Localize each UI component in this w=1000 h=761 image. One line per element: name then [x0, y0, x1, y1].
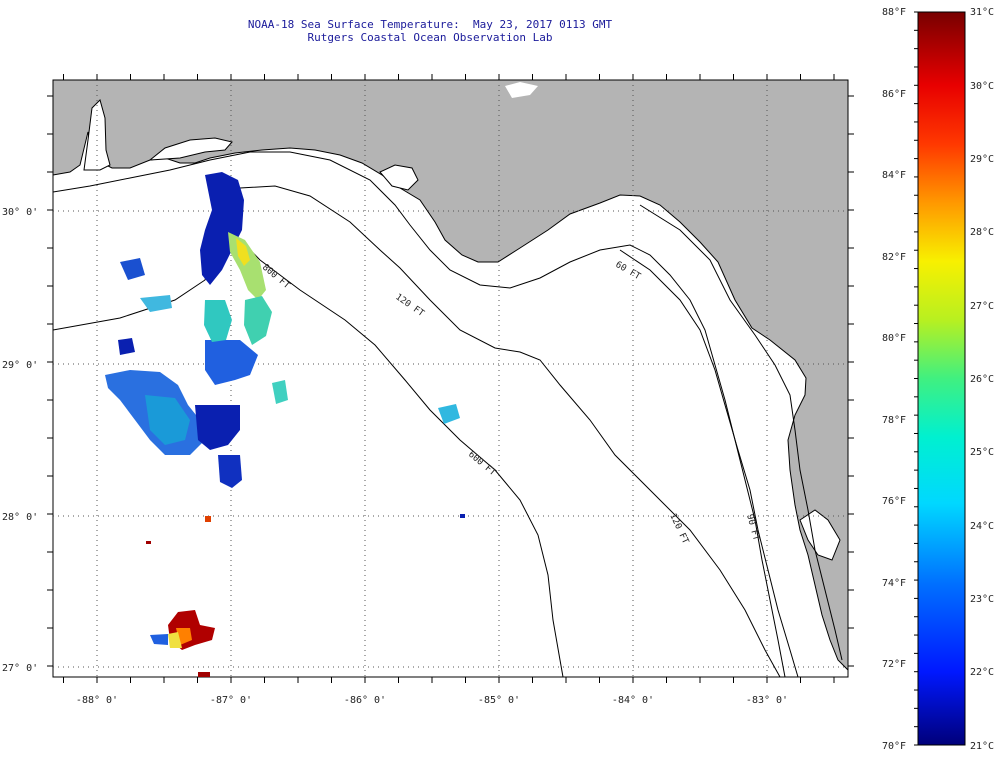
lon-label: -86° 0': [344, 695, 386, 706]
lon-label: -87° 0': [210, 695, 252, 706]
colorbar-ticks: [914, 11, 918, 746]
sst-patch-left-dark: [118, 338, 135, 355]
contour-60ft: [639, 204, 843, 661]
lon-label: -83° 0': [746, 695, 788, 706]
colorbar-f-label: 86°F: [882, 89, 906, 100]
sst-patch-south-column: [218, 455, 242, 488]
sst-patch-hot-tail: [150, 634, 168, 645]
sst-patch-dark-south: [195, 405, 240, 450]
contour-120ft-east: [619, 249, 799, 677]
lat-label: 29° 0': [2, 360, 38, 371]
contour-600ft: [230, 229, 564, 677]
sst-patch-left-cyan: [140, 295, 172, 312]
sst-patch-east-cyan: [244, 296, 272, 345]
colorbar-c-label: 29°C: [970, 154, 994, 165]
sst-pixel-4: [198, 672, 210, 677]
title-line-1: NOAA-18 Sea Surface Temperature: May 23,…: [247, 18, 613, 31]
colorbar-f-label: 74°F: [882, 578, 906, 589]
ticks: [47, 74, 854, 683]
colorbar-f-label: 72°F: [882, 659, 906, 670]
colorbar-f-label: 76°F: [882, 496, 906, 507]
colorbar-f-label: 84°F: [882, 170, 906, 181]
colorbar-fahrenheit-labels: 88°F 86°F 84°F 82°F 80°F 78°F 76°F 74°F …: [882, 7, 906, 752]
colorbar-f-label: 80°F: [882, 333, 906, 344]
colorbar-c-label: 28°C: [970, 227, 994, 238]
colorbar-f-label: 82°F: [882, 252, 906, 263]
colorbar: [917, 11, 966, 746]
lat-labels: 30° 0' 29° 0' 28° 0' 27° 0': [2, 207, 38, 674]
sst-patch-yellow: [236, 238, 250, 266]
sst-patch-north-column: [200, 172, 244, 285]
sst-patch-mid-blue: [205, 340, 258, 385]
colorbar-f-label: 78°F: [882, 415, 906, 426]
colorbar-c-label: 24°C: [970, 521, 994, 532]
contour-120ft-west: [53, 151, 786, 677]
sst-data-layer: [105, 172, 465, 677]
sst-patch-east-small: [272, 380, 288, 404]
lon-labels: -88° 0' -87° 0' -86° 0' -85° 0' -84° 0' …: [76, 695, 788, 706]
lat-label: 30° 0': [2, 207, 38, 218]
sst-patch-far-east: [438, 404, 460, 424]
lat-label: 27° 0': [2, 663, 38, 674]
colorbar-f-label: 88°F: [882, 7, 906, 18]
colorbar-c-label: 21°C: [970, 741, 994, 752]
colorbar-c-label: 22°C: [970, 667, 994, 678]
lon-label: -85° 0': [478, 695, 520, 706]
colorbar-c-label: 27°C: [970, 301, 994, 312]
colorbar-c-label: 23°C: [970, 594, 994, 605]
sst-pixel-2: [205, 516, 211, 522]
map-title: NOAA-18 Sea Surface Temperature: May 23,…: [0, 18, 860, 44]
colorbar-c-label: 31°C: [970, 7, 994, 18]
sst-pixel-3: [146, 541, 151, 544]
colorbar-f-label: 70°F: [882, 741, 906, 752]
lon-label: -84° 0': [612, 695, 654, 706]
sst-patch-large-blue-core: [145, 395, 190, 445]
lat-label: 28° 0': [2, 512, 38, 523]
colorbar-c-label: 26°C: [970, 374, 994, 385]
colorbar-celsius-labels: 31°C 30°C 29°C 28°C 27°C 26°C 25°C 24°C …: [970, 7, 994, 752]
bay-apalachicola: [379, 164, 419, 191]
sst-patch-hot-edge: [168, 632, 182, 648]
sst-patch-left-small: [120, 258, 145, 280]
lake-inland: [505, 82, 538, 98]
title-line-2: Rutgers Coastal Ocean Observation Lab: [307, 31, 553, 44]
colorbar-c-label: 25°C: [970, 447, 994, 458]
colorbar-c-label: 30°C: [970, 81, 994, 92]
sst-pixel-1: [460, 514, 465, 518]
bay-pensacola: [148, 137, 233, 161]
sst-patch-mid-cyan: [204, 300, 232, 342]
lon-label: -88° 0': [76, 695, 118, 706]
